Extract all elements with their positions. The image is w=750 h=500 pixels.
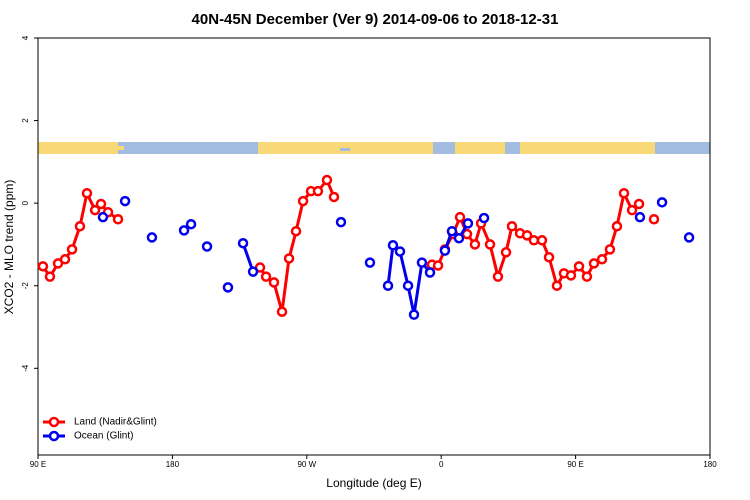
data-point [382,280,394,291]
data-point [312,185,324,197]
data-point [260,271,272,282]
data-point [66,244,78,255]
data-point [454,211,466,223]
data-point [321,174,333,186]
data-point [37,261,49,272]
data-point [283,253,295,264]
data-point [424,267,436,278]
data-point [432,260,444,271]
legend-marker [48,416,60,428]
data-point [618,187,630,199]
data-point [573,261,585,272]
data-point [185,218,197,230]
x-tick-label: 90 W [297,460,316,469]
data-point [588,258,600,269]
data-point [626,204,638,216]
data-point [97,211,109,223]
data-point [551,280,563,291]
x-tick-label: 0 [439,460,444,469]
plot-frame [37,37,711,456]
x-axis-label: Longitude (deg E) [326,476,421,490]
data-point [81,187,93,199]
land-ocean-strip [38,142,710,154]
legend-label: Land (Nadir&Glint) [74,417,157,428]
data-point [408,309,420,320]
data-point [446,225,458,237]
data-point [581,271,593,282]
data-point [59,254,71,265]
data-point [462,218,474,229]
data-point [453,232,465,244]
data-point [237,237,249,249]
data-point [416,257,428,268]
data-point [634,211,646,223]
data-point [656,197,668,208]
data-point [484,239,496,250]
data-point [44,271,56,282]
data-point [335,216,347,228]
y-axis-label: XCO2 - MLO trend (ppm) [2,180,16,315]
data-point [439,245,451,256]
data-point [402,280,414,291]
data-point [394,246,406,257]
chart-title: 40N-45N December (Ver 9) 2014-09-06 to 2… [192,11,559,28]
data-point [596,254,608,265]
data-point [290,225,302,237]
data-point [492,271,504,282]
data-point [543,251,555,263]
y-tick-label: -4 [21,364,30,372]
data-point [89,204,101,216]
data-point [178,225,190,236]
data-point [461,228,473,240]
data-point [112,214,124,225]
data-point [521,230,533,241]
data-point [146,232,158,243]
data-point [506,221,518,232]
data-point [364,257,376,268]
data-point [536,235,548,246]
legend-label: Ocean (Glint) [74,431,133,442]
y-tick-label: 0 [21,200,30,205]
data-point [247,266,259,277]
data-point [478,212,490,224]
data-point [611,221,623,232]
data-point [222,282,234,293]
y-tick-label: 2 [21,118,30,123]
data-point [95,198,107,210]
x-tick-label: 90 E [567,460,583,469]
data-point [528,235,540,246]
data-point [604,244,616,255]
data-point [469,239,481,250]
data-point [201,241,213,252]
data-point [500,247,512,258]
data-point [119,195,131,207]
data-point [683,232,695,243]
data-point [276,306,288,317]
data-point [328,191,340,203]
data-point [648,214,660,225]
data-point [297,195,309,207]
x-tick-label: 180 [703,460,717,469]
data-point [74,221,86,232]
data-point [387,240,399,251]
x-tick-label: 180 [166,460,180,469]
x-tick-label: 90 E [30,460,46,469]
data-point [565,270,577,281]
y-tick-label: -2 [21,282,30,290]
data-point [633,198,645,210]
y-tick-label: 4 [21,35,30,40]
legend-marker [48,430,60,442]
data-point [268,277,280,288]
